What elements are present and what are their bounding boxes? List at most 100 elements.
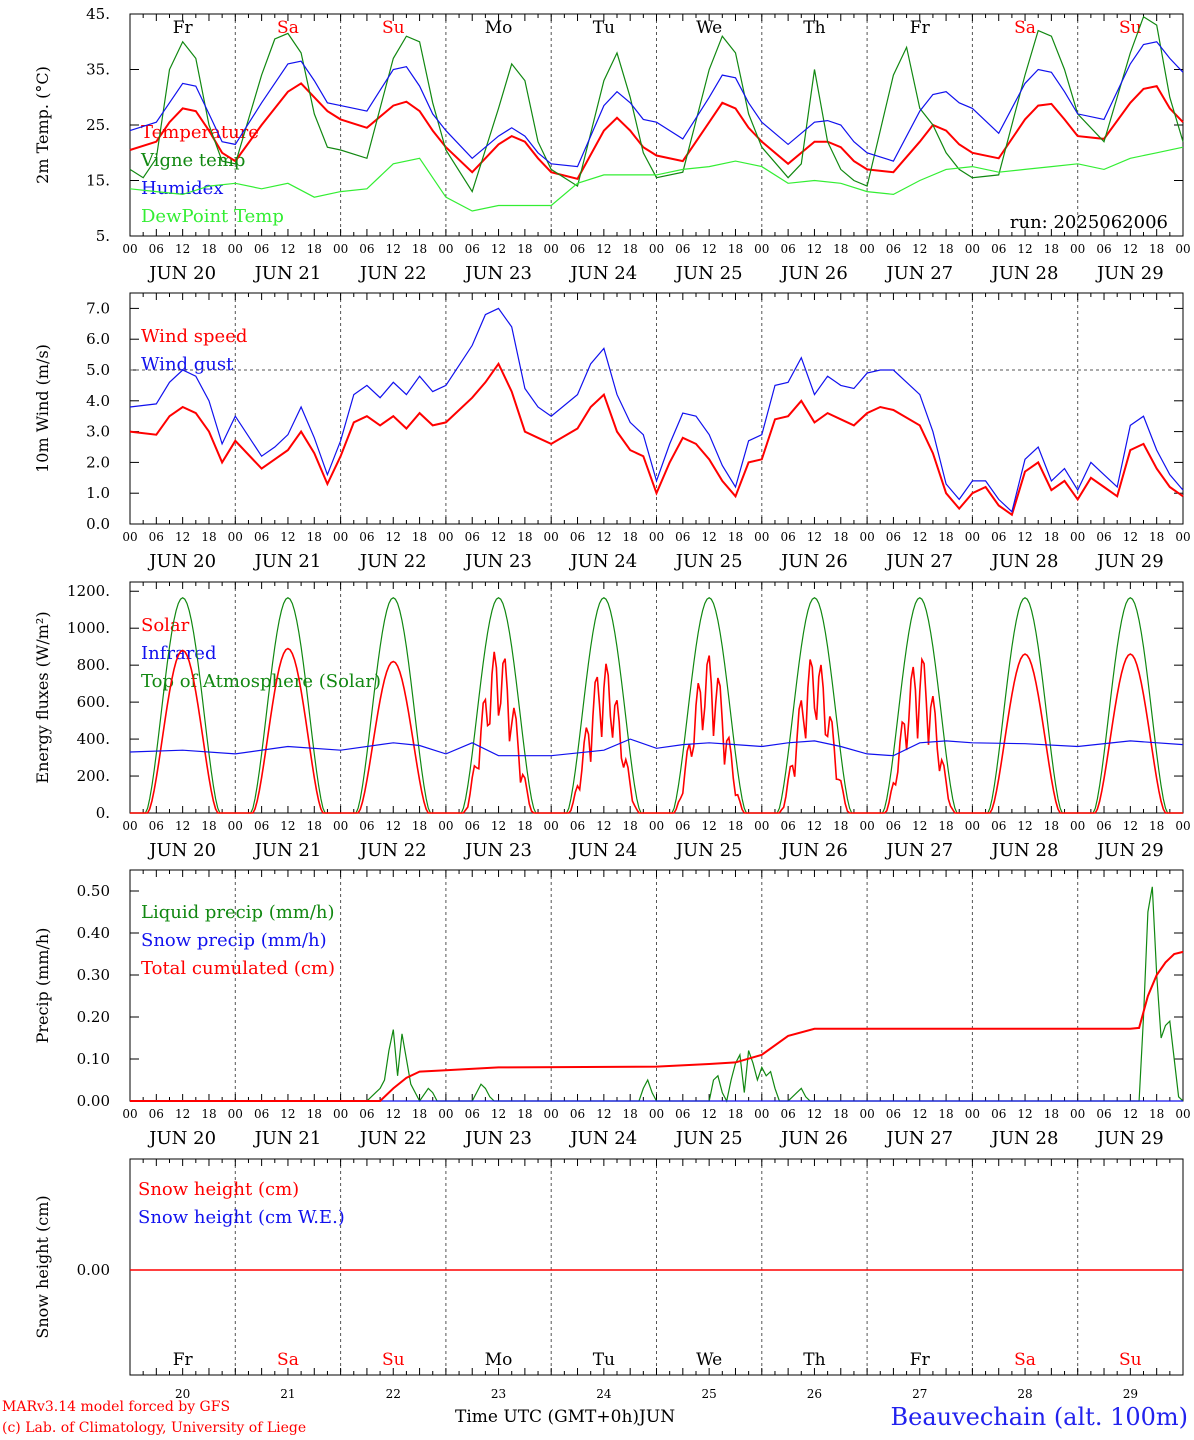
series-line (129, 15, 1184, 194)
date-label: JUN 20 (147, 551, 216, 572)
hour-tick-label: 00 (649, 530, 664, 544)
date-label: JUN 28 (990, 840, 1059, 861)
hour-tick-label: 00 (754, 530, 769, 544)
y-axis-label: Energy fluxes (W/m²) (33, 611, 52, 783)
hour-tick-label: 06 (254, 819, 269, 833)
hour-tick-label: 12 (386, 819, 401, 833)
y-tick-label: 0. (96, 804, 110, 822)
hour-tick-label: 18 (201, 242, 216, 256)
legend-entry: Snow height (cm W.E.) (138, 1207, 345, 1228)
hour-tick-label: 00 (965, 1107, 980, 1121)
hour-tick-label: 18 (1044, 242, 1059, 256)
hour-tick-label: 12 (702, 819, 717, 833)
hour-tick-label: 00 (438, 819, 453, 833)
hour-tick-label: 00 (544, 242, 559, 256)
date-label: JUN 24 (568, 263, 637, 284)
hour-tick-label: 18 (1149, 242, 1164, 256)
hour-tick-label: 18 (833, 1107, 848, 1121)
hour-tick-label: 18 (307, 1107, 322, 1121)
hour-tick-label: 00 (228, 819, 243, 833)
time-axis-label: Time UTC (GMT+0h)JUN (455, 1407, 675, 1427)
hour-tick-label: 12 (1123, 1107, 1138, 1121)
hour-tick-label: 12 (1017, 819, 1032, 833)
date-label: JUN 24 (568, 840, 637, 861)
weekday-label: Su (1119, 1350, 1142, 1370)
hour-tick-label: 12 (702, 530, 717, 544)
series-line (129, 361, 1184, 517)
model-credit: MARv3.14 model forced by GFS (2, 1399, 231, 1415)
hour-tick-label: 06 (570, 819, 585, 833)
y-tick-label: 200. (77, 767, 110, 785)
weekday-label: We (696, 18, 722, 38)
weekday-label: Fr (173, 18, 194, 38)
weekday-label: Sa (1014, 1350, 1036, 1370)
date-label: JUN 23 (463, 263, 532, 284)
weekday-label: Fr (910, 1350, 931, 1370)
hour-tick-label: 00 (1175, 819, 1190, 833)
hour-tick-label: 12 (386, 1107, 401, 1121)
hour-tick-label: 00 (649, 1107, 664, 1121)
day-number-label: 28 (1017, 1387, 1032, 1401)
hour-tick-label: 00 (1175, 1107, 1190, 1121)
weekday-label: Su (382, 1350, 405, 1370)
hour-tick-label: 18 (412, 242, 427, 256)
lab-credit: (c) Lab. of Climatology, University of L… (2, 1420, 307, 1436)
hour-tick-label: 06 (1096, 1107, 1111, 1121)
hour-tick-label: 12 (912, 530, 927, 544)
date-label: JUN 27 (884, 551, 953, 572)
series-line (129, 307, 1184, 513)
day-number-label: 24 (596, 1387, 612, 1401)
hour-tick-label: 00 (859, 530, 874, 544)
date-label: JUN 29 (1095, 840, 1164, 861)
date-label: JUN 25 (674, 263, 743, 284)
hour-tick-label: 06 (886, 819, 901, 833)
hour-tick-label: 00 (122, 242, 137, 256)
y-tick-label: 0.0 (86, 515, 110, 533)
hour-tick-label: 06 (675, 530, 690, 544)
hour-tick-label: 06 (570, 530, 585, 544)
y-axis-label: Precip (mm/h) (33, 928, 52, 1044)
hour-tick-label: 06 (359, 530, 374, 544)
hour-tick-label: 00 (228, 242, 243, 256)
hour-tick-label: 12 (280, 819, 295, 833)
day-number-label: 26 (807, 1387, 822, 1401)
legend-entry: Top of Atmosphere (Solar) (141, 671, 381, 692)
hour-tick-label: 06 (1096, 242, 1111, 256)
hour-tick-label: 00 (333, 530, 348, 544)
run-label: run: 2025062006 (1010, 212, 1168, 233)
date-label: JUN 26 (779, 840, 848, 861)
hour-tick-label: 18 (728, 1107, 743, 1121)
hour-tick-label: 12 (280, 242, 295, 256)
legend-entry: DewPoint Temp (141, 206, 284, 227)
hour-tick-label: 18 (307, 530, 322, 544)
date-label: JUN 21 (253, 263, 322, 284)
day-number-label: 22 (386, 1387, 401, 1401)
hour-tick-label: 00 (859, 242, 874, 256)
date-label: JUN 28 (990, 551, 1059, 572)
hour-tick-label: 06 (149, 819, 164, 833)
weekday-label: Th (803, 18, 825, 38)
y-axis-label: 2m Temp. (°C) (33, 66, 52, 184)
date-label: JUN 21 (253, 551, 322, 572)
hour-tick-label: 18 (833, 530, 848, 544)
hour-tick-label: 18 (623, 242, 638, 256)
day-number-label: 21 (280, 1387, 295, 1401)
hour-tick-label: 00 (122, 1107, 137, 1121)
y-tick-label: 15. (86, 172, 110, 190)
hour-tick-label: 00 (859, 819, 874, 833)
hour-tick-label: 06 (886, 242, 901, 256)
hour-tick-label: 18 (412, 530, 427, 544)
hour-tick-label: 12 (596, 242, 611, 256)
y-tick-label: 7.0 (86, 299, 110, 317)
date-label: JUN 26 (779, 1128, 848, 1149)
hour-tick-label: 06 (675, 242, 690, 256)
y-tick-label: 0.20 (77, 1008, 110, 1026)
hour-tick-label: 18 (728, 530, 743, 544)
hour-tick-label: 18 (201, 819, 216, 833)
series-line (129, 41, 1184, 168)
date-label: JUN 29 (1095, 1128, 1164, 1149)
legend-entry: Vigne temp (140, 150, 245, 171)
y-tick-label: 1200. (67, 582, 110, 600)
station-name: Beauvechain (alt. 100m) (890, 1403, 1188, 1431)
hour-tick-label: 12 (807, 819, 822, 833)
